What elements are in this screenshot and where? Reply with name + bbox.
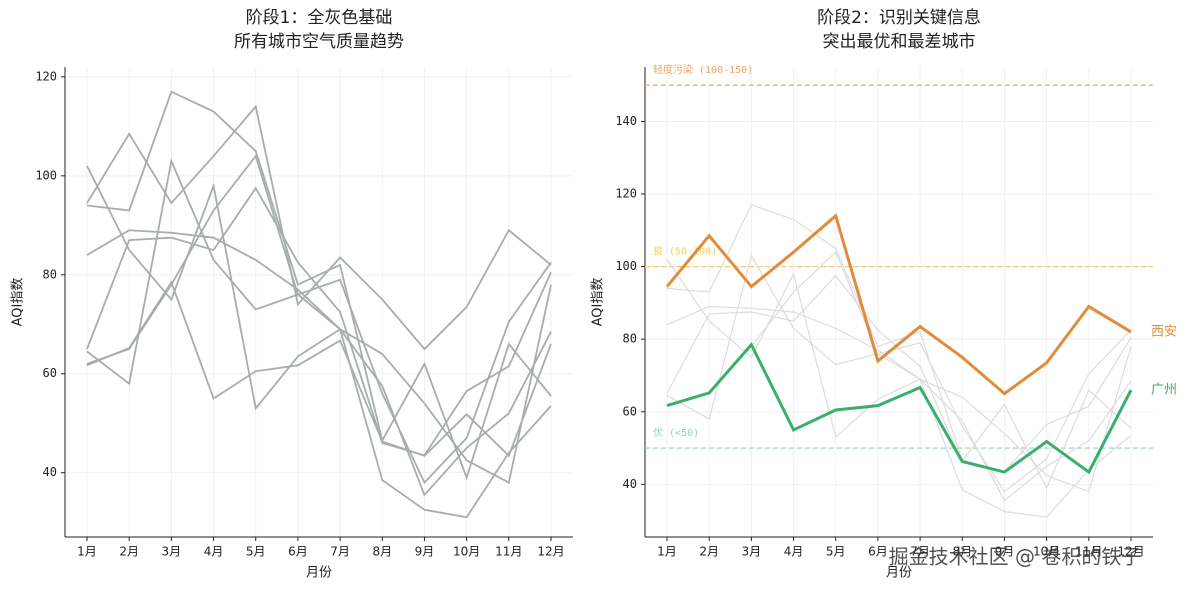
x-tick-label: 1月 — [657, 545, 677, 559]
background-line — [86, 154, 552, 485]
y-tick-label: 40 — [43, 465, 57, 479]
reference-label: 优 (<50) — [653, 426, 699, 439]
x-tick-label: 9月 — [415, 545, 435, 559]
x-tick-label: 6月 — [868, 545, 888, 559]
x-axis-label: 月份 — [306, 566, 332, 581]
x-tick-label: 2月 — [699, 545, 719, 559]
y-tick-label: 100 — [615, 259, 637, 273]
x-tick-label: 4月 — [784, 545, 804, 559]
background-line — [666, 305, 1132, 518]
x-tick-label: 8月 — [952, 545, 972, 559]
x-tick-label: 12月 — [537, 545, 564, 559]
highlight-line — [666, 341, 1133, 475]
x-tick-label: 9月 — [995, 545, 1015, 559]
x-tick-label: 4月 — [204, 545, 224, 559]
highlight-line — [665, 213, 1132, 396]
series-label: 广州 — [1151, 383, 1177, 398]
background-line — [86, 165, 552, 497]
x-tick-label: 10月 — [1033, 545, 1060, 559]
chart-title: 阶段2：识别关键信息 — [817, 8, 981, 28]
watermark: 掘金技术社区 @ 卷积的铁子 — [889, 545, 1142, 569]
y-tick-label: 140 — [615, 114, 637, 128]
x-tick-label: 2月 — [119, 545, 139, 559]
x-tick-label: 11月 — [1075, 545, 1102, 559]
y-axis-label: AQI指数 — [591, 278, 606, 327]
y-tick-label: 40 — [623, 477, 637, 491]
x-axis-label: 月份 — [886, 566, 912, 581]
x-tick-label: 8月 — [372, 545, 392, 559]
y-tick-label: 80 — [623, 332, 637, 346]
y-tick-label: 80 — [43, 267, 57, 281]
y-axis-label: AQI指数 — [11, 278, 26, 327]
chart-subtitle: 突出最优和最差城市 — [823, 32, 976, 52]
x-tick-label: 6月 — [288, 545, 308, 559]
y-tick-label: 120 — [35, 69, 57, 83]
x-tick-label: 3月 — [742, 545, 762, 559]
background-line — [86, 104, 552, 351]
y-tick-label: 60 — [43, 366, 57, 380]
reference-label: 轻度污染 (100-150) — [653, 63, 753, 76]
series-label: 西安 — [1151, 324, 1177, 339]
x-tick-label: 5月 — [826, 545, 846, 559]
y-tick-label: 60 — [623, 404, 637, 418]
chart-subtitle: 所有城市空气质量趋势 — [234, 32, 404, 52]
reference-label: 良 (50-100) — [653, 245, 717, 258]
background-line — [666, 204, 1132, 490]
x-tick-label: 5月 — [246, 545, 266, 559]
chart-title: 阶段1：全灰色基础 — [246, 8, 393, 28]
x-tick-label: 3月 — [162, 545, 182, 559]
x-tick-label: 12月 — [1117, 545, 1144, 559]
background-line — [86, 157, 552, 484]
y-tick-label: 120 — [615, 187, 637, 201]
x-tick-label: 11月 — [495, 545, 522, 559]
x-tick-label: 7月 — [910, 545, 930, 559]
x-tick-label: 7月 — [330, 545, 350, 559]
background-line — [86, 229, 552, 519]
x-tick-label: 1月 — [77, 545, 97, 559]
y-tick-label: 100 — [35, 168, 57, 182]
background-line — [666, 254, 1132, 493]
background-line — [86, 90, 552, 481]
x-tick-label: 10月 — [453, 545, 480, 559]
